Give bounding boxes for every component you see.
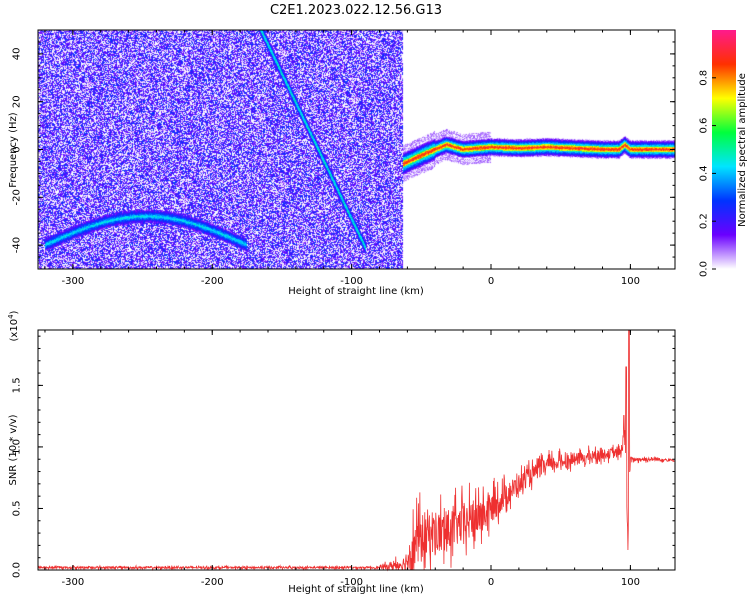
colorbar-tick-label: 0.2 <box>699 213 710 229</box>
snr-ytick-label: 1.0 <box>12 439 23 455</box>
snr-ytick-label: 0.5 <box>12 501 23 517</box>
chart-title: C2E1.2023.022.12.56.G13 <box>270 3 442 18</box>
snr-scale-label: (x104) <box>7 310 20 341</box>
colorbar-label: Normalized spectral amplitude <box>737 73 748 227</box>
spectrogram-ytick-label: -40 <box>12 237 23 253</box>
spectrogram-y-axis: -40 -20 0 20 40 <box>12 29 675 270</box>
spectrogram-x-axis: -300 -200 -100 0 100 <box>44 30 659 287</box>
colorbar-tick-label: 0.6 <box>699 118 710 134</box>
snr-y-label: SNR (10 * v/v) <box>8 414 19 485</box>
snr-xtick-label: 100 <box>621 577 640 588</box>
spectrogram-xtick-label: 100 <box>621 276 640 287</box>
spectrogram-ytick-label: 0 <box>12 146 23 152</box>
spectrogram-y-label: Frequency (Hz) <box>8 112 19 188</box>
spectrogram-heatmap <box>38 30 675 269</box>
spectrogram-xtick-label: -300 <box>61 276 84 287</box>
snr-x-axis: -300 -200 -100 0 100 <box>44 330 659 588</box>
colorbar-tick-label: 0.8 <box>699 70 710 86</box>
snr-series-line <box>37 329 676 572</box>
snr-plot-area <box>38 330 675 570</box>
colorbar: 0.0 0.2 0.4 0.6 0.8 Normalized spectral ampl… <box>699 30 748 277</box>
snr-ytick-label: 1.5 <box>12 377 23 393</box>
spectrogram-xtick-label: -200 <box>201 276 224 287</box>
snr-ytick-label: 0.0 <box>12 562 23 578</box>
spectrogram-xtick-label: 0 <box>488 276 494 287</box>
colorbar-gradient <box>712 30 736 269</box>
colorbar-tick-label: 0.0 <box>699 261 710 277</box>
snr-x-label: Height of straight line (km) <box>288 584 424 595</box>
snr-xtick-label: 0 <box>488 577 494 588</box>
snr-y-axis: 0.0 0.5 1.0 1.5 <box>12 335 675 578</box>
spectrogram-xtick-label: -100 <box>340 276 363 287</box>
spectrogram-x-label: Height of straight line (km) <box>288 286 424 297</box>
colorbar-ticks: 0.0 0.2 0.4 0.6 0.8 <box>699 70 716 277</box>
spectrogram-ytick-label: 40 <box>12 48 23 61</box>
snr-xtick-label: -100 <box>340 577 363 588</box>
snr-xtick-label: -300 <box>61 577 84 588</box>
snr-panel: -300 -200 -100 0 100 0.0 0.5 1.0 1.5 Height of … <box>7 310 676 595</box>
spectrogram-ytick-label: 20 <box>12 95 23 108</box>
snr-xtick-label: -200 <box>201 577 224 588</box>
colorbar-tick-label: 0.4 <box>699 165 710 181</box>
snr-frame <box>37 329 676 571</box>
spectrogram-ytick-label: -20 <box>12 189 23 205</box>
